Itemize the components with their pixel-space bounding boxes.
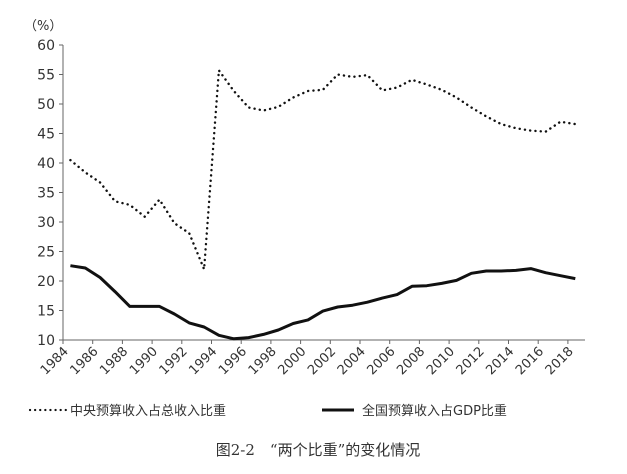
y-tick-label: 25	[37, 245, 55, 261]
x-tick-label: 2012	[454, 344, 488, 378]
series-line-central-share	[70, 70, 575, 269]
y-tick-label: 35	[37, 186, 55, 202]
x-tick-label: 2002	[305, 344, 339, 378]
y-tick-label: 40	[37, 156, 55, 172]
y-tick-label: 20	[37, 274, 55, 290]
series-line-gdp-share	[70, 266, 575, 339]
x-tick-label: 1992	[157, 344, 191, 378]
y-tick-label: 45	[37, 127, 55, 143]
x-tick-label: 1986	[68, 344, 102, 378]
y-tick-label: 15	[37, 304, 55, 320]
y-tick-label: 30	[37, 215, 55, 231]
x-tick-label: 2016	[513, 344, 547, 378]
y-tick-label: 55	[37, 68, 55, 84]
figure-caption: 图2-2 “两个比重”的变化情况	[216, 441, 421, 459]
x-tick-label: 2000	[275, 344, 309, 378]
x-tick-label: 2018	[543, 344, 577, 378]
x-tick-label: 1990	[127, 344, 161, 378]
x-tick-label: 2006	[365, 344, 399, 378]
y-tick-label: 60	[37, 38, 55, 54]
x-tick-label: 2010	[424, 344, 458, 378]
x-tick-label: 1998	[246, 344, 280, 378]
x-tick-label: 2004	[335, 344, 369, 378]
legend-label-central-share: 中央预算收入占总收入比重	[70, 403, 226, 419]
x-tick-label: 1984	[38, 344, 72, 378]
x-tick-label: 1994	[186, 344, 220, 378]
y-tick-label: 10	[37, 333, 55, 349]
x-tick-label: 2014	[483, 344, 517, 378]
y-axis-unit-label: （%）	[24, 19, 62, 34]
legend: 中央预算收入占总收入比重 全国预算收入占GDP比重	[30, 403, 507, 419]
x-tick-label: 1988	[97, 344, 131, 378]
x-tick-label: 1996	[216, 344, 250, 378]
legend-label-gdp-share: 全国预算收入占GDP比重	[362, 403, 507, 419]
y-tick-label: 50	[37, 97, 55, 113]
x-tick-label: 2008	[394, 344, 428, 378]
